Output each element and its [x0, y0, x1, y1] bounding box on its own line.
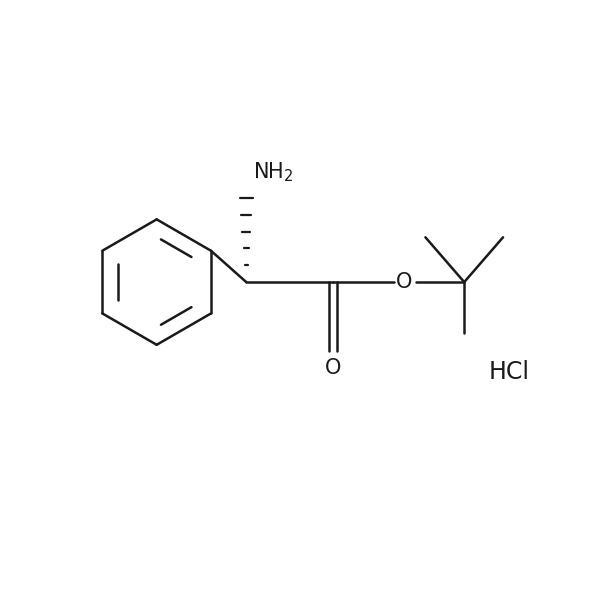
Text: O: O — [325, 358, 341, 378]
Text: O: O — [397, 272, 413, 292]
Text: NH$_2$: NH$_2$ — [253, 160, 294, 184]
Text: HCl: HCl — [488, 359, 530, 383]
